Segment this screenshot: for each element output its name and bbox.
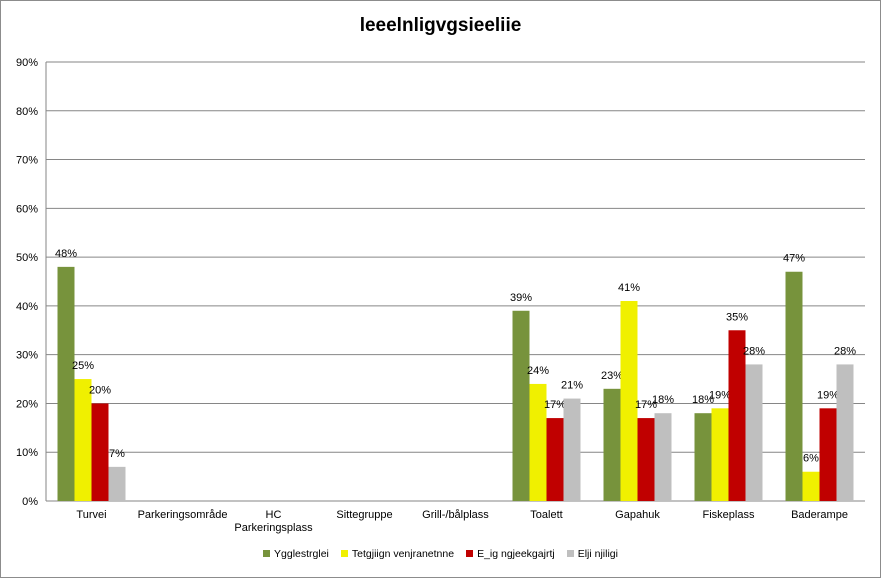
y-tick-label: 70% bbox=[16, 155, 38, 167]
y-tick-label: 80% bbox=[16, 106, 38, 118]
data-label: 18% bbox=[652, 394, 674, 406]
x-tick-label: HC bbox=[266, 509, 282, 521]
data-label: 28% bbox=[834, 345, 856, 357]
bar bbox=[57, 266, 75, 501]
bar bbox=[563, 398, 581, 501]
legend-label: Tetgjiign venjranetnne bbox=[351, 548, 455, 560]
legend-label: Elji njiligi bbox=[577, 548, 618, 560]
x-tick-label: Baderampe bbox=[791, 509, 848, 521]
x-tick-label: Gapahuk bbox=[615, 509, 660, 521]
bar bbox=[745, 364, 763, 501]
data-label: 25% bbox=[72, 360, 94, 372]
data-label: 28% bbox=[743, 345, 765, 357]
bar bbox=[637, 418, 655, 501]
bar bbox=[694, 413, 712, 501]
data-label: 24% bbox=[527, 365, 549, 377]
x-tick-label: Turvei bbox=[76, 509, 106, 521]
data-label: 23% bbox=[601, 370, 623, 382]
legend-item: E_ig ngjeekgajrtj bbox=[466, 548, 555, 560]
legend-swatch bbox=[466, 550, 474, 557]
legend-label: Ygglestrglei bbox=[274, 548, 329, 560]
chart-title: leeelnligvgsieeliie bbox=[359, 15, 522, 36]
y-tick-label: 20% bbox=[16, 398, 38, 410]
y-tick-label: 90% bbox=[16, 57, 38, 69]
data-label: 39% bbox=[510, 292, 532, 304]
data-label: 41% bbox=[618, 282, 640, 294]
bar bbox=[74, 379, 92, 501]
bar bbox=[91, 403, 109, 501]
bar bbox=[620, 301, 638, 501]
data-label: 7% bbox=[109, 448, 125, 460]
x-tick-label: Toalett bbox=[530, 509, 562, 521]
x-tick-label: Sittegruppe bbox=[336, 509, 392, 521]
data-label: 48% bbox=[55, 248, 77, 260]
bar bbox=[819, 408, 837, 501]
data-label: 47% bbox=[783, 253, 805, 265]
bar bbox=[785, 271, 803, 501]
data-label: 6% bbox=[803, 453, 819, 465]
data-label: 35% bbox=[726, 311, 748, 323]
bar bbox=[108, 466, 126, 501]
bar bbox=[654, 413, 672, 501]
legend-label: E_ig ngjeekgajrtj bbox=[477, 548, 555, 560]
x-tick-label: Grill-/bålplass bbox=[422, 509, 489, 521]
bar bbox=[529, 383, 547, 501]
data-label: 19% bbox=[709, 389, 731, 401]
legend-swatch bbox=[263, 550, 271, 557]
x-tick-label: Fiskeplass bbox=[703, 509, 755, 521]
bar bbox=[802, 471, 820, 501]
x-tick-label: Parkeringsområde bbox=[138, 509, 228, 521]
data-label: 18% bbox=[692, 394, 714, 406]
bar bbox=[836, 364, 854, 501]
data-label: 17% bbox=[544, 399, 566, 411]
y-tick-label: 50% bbox=[16, 252, 38, 264]
bar bbox=[711, 408, 729, 501]
legend: Ygglestrglei Tetgjiign venjranetnne E_ig n… bbox=[0, 548, 881, 560]
data-label: 17% bbox=[635, 399, 657, 411]
legend-item: Ygglestrglei bbox=[263, 548, 329, 560]
y-tick-label: 40% bbox=[16, 301, 38, 313]
legend-swatch bbox=[566, 550, 574, 557]
legend-item: Elji njiligi bbox=[566, 548, 618, 560]
legend-swatch bbox=[340, 550, 348, 557]
y-tick-label: 0% bbox=[22, 496, 38, 508]
legend-item: Tetgjiign venjranetnne bbox=[340, 548, 455, 560]
x-tick-label: Parkeringsplass bbox=[234, 522, 313, 534]
data-label: 19% bbox=[817, 389, 839, 401]
data-label: 21% bbox=[561, 380, 583, 392]
bar bbox=[728, 330, 746, 501]
bar bbox=[512, 310, 530, 501]
y-tick-label: 30% bbox=[16, 350, 38, 362]
bar bbox=[546, 418, 564, 501]
y-tick-label: 60% bbox=[16, 203, 38, 215]
bar bbox=[603, 388, 621, 501]
y-tick-label: 10% bbox=[16, 447, 38, 459]
data-label: 20% bbox=[89, 384, 111, 396]
